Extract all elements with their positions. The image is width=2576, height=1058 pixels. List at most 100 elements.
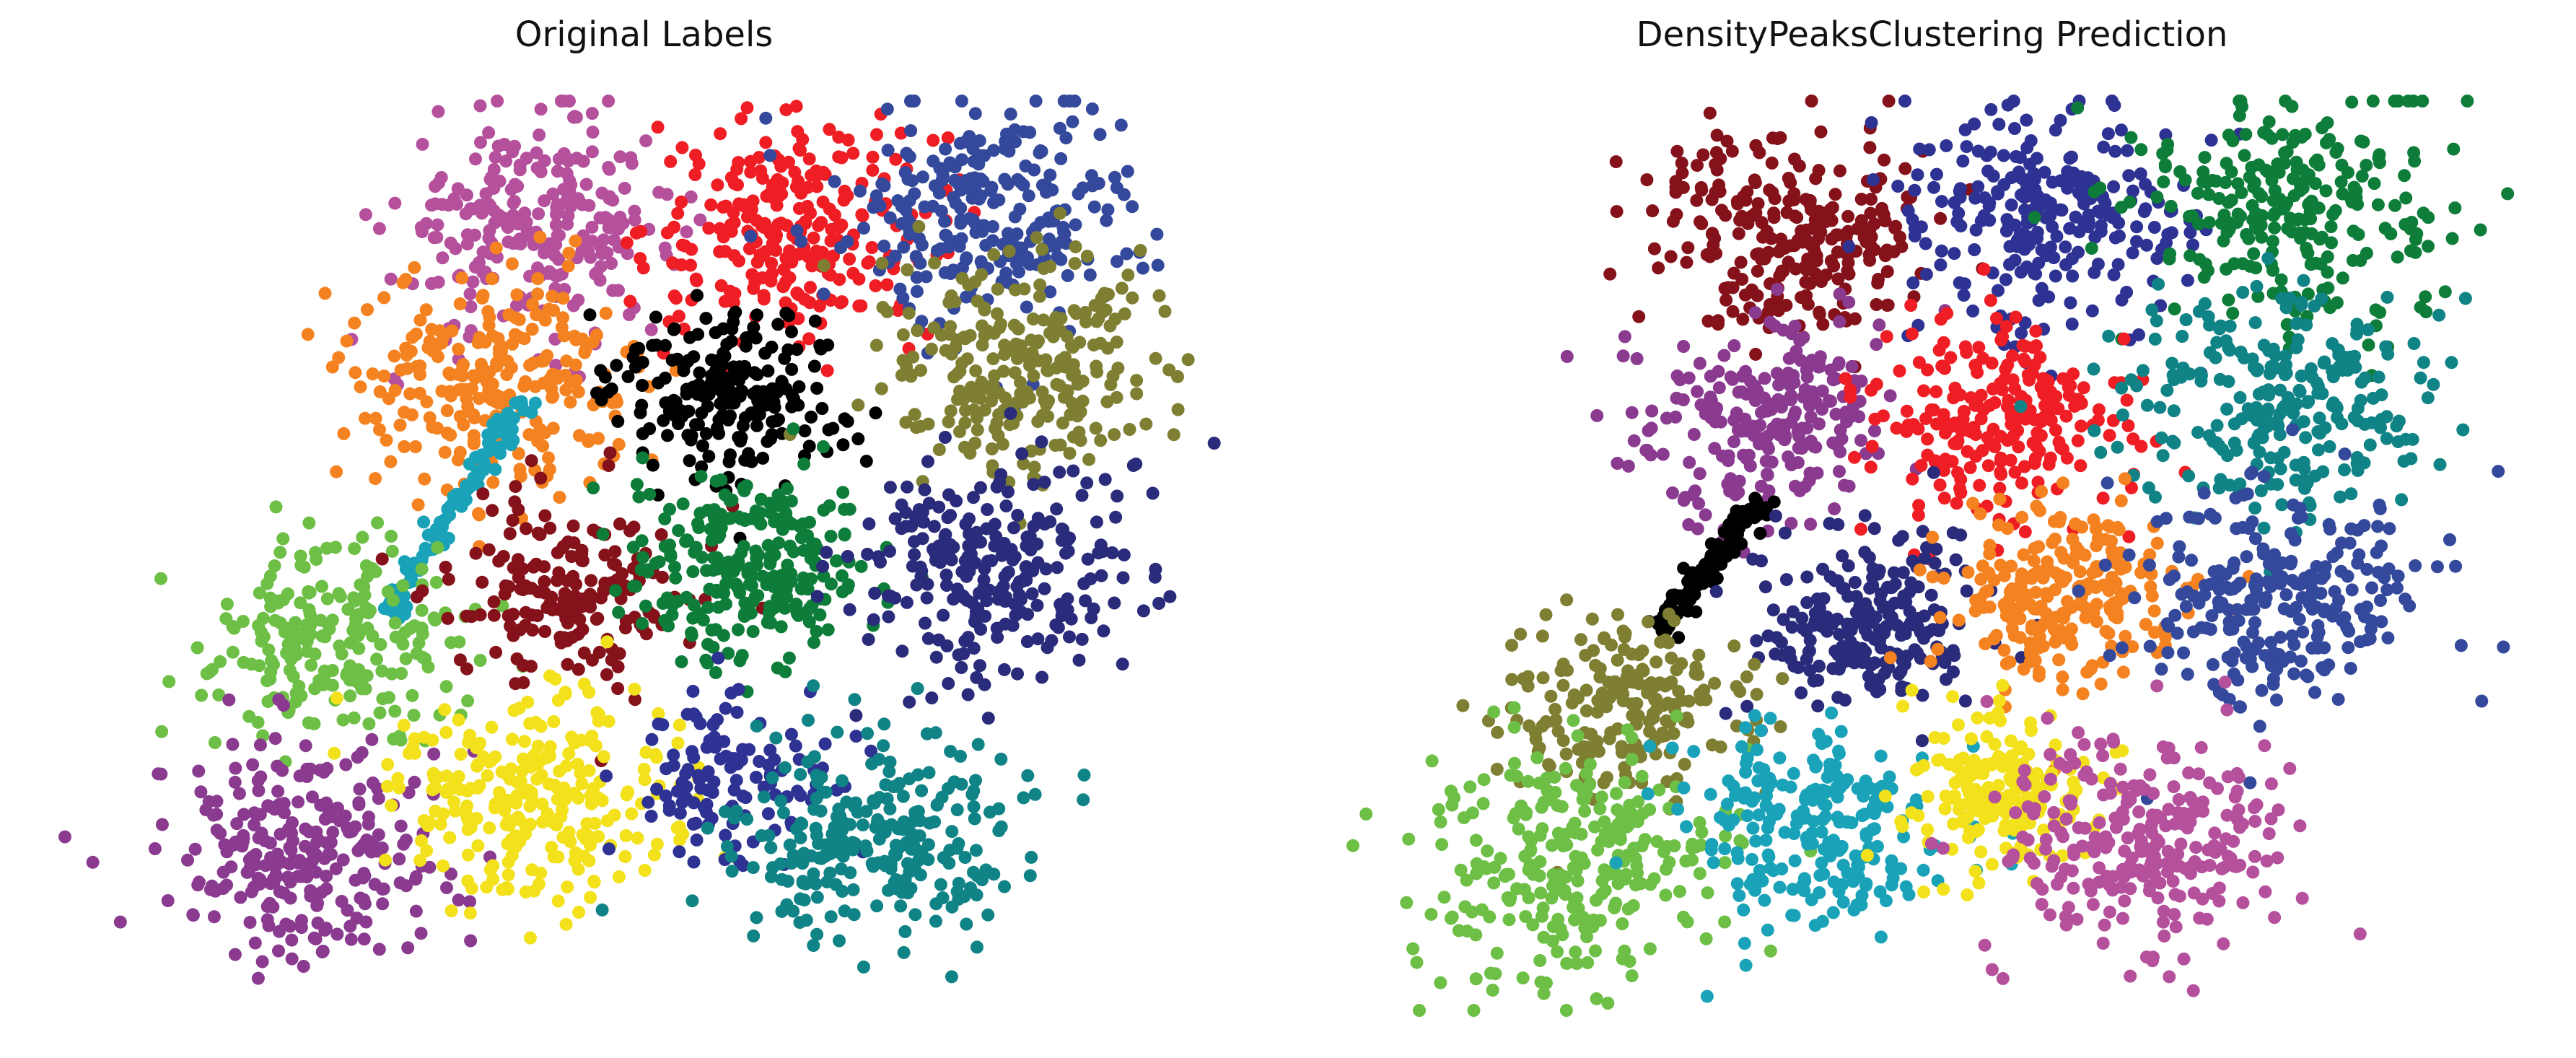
scatter-point xyxy=(316,945,330,958)
scatter-point xyxy=(1906,327,1919,341)
scatter-point xyxy=(2140,398,2154,412)
scatter-point xyxy=(336,853,350,867)
scatter-point xyxy=(2029,324,2043,338)
scatter-point xyxy=(598,548,612,562)
scatter-point xyxy=(561,616,574,630)
scatter-point xyxy=(489,797,502,811)
scatter-point xyxy=(2087,266,2101,279)
scatter-point xyxy=(371,516,385,530)
scatter-point xyxy=(376,897,390,911)
scatter-point xyxy=(812,851,826,865)
scatter-point xyxy=(889,839,903,852)
scatter-point xyxy=(2072,245,2085,259)
scatter-point xyxy=(556,831,570,844)
scatter-point xyxy=(236,615,250,628)
scatter-point xyxy=(571,385,585,398)
scatter-point xyxy=(1055,523,1069,535)
scatter-point xyxy=(750,720,763,733)
scatter-point xyxy=(421,341,435,354)
scatter-point xyxy=(967,800,981,813)
scatter-point xyxy=(530,146,543,159)
scatter-point xyxy=(532,207,546,221)
scatter-point xyxy=(971,423,984,437)
left-chart-title: Original Labels xyxy=(514,14,774,55)
scatter-point xyxy=(767,395,781,409)
scatter-point xyxy=(299,739,312,753)
scatter-point xyxy=(807,679,820,693)
scatter-point xyxy=(2350,323,2364,337)
scatter-point xyxy=(972,385,986,399)
scatter-point xyxy=(844,866,857,880)
scatter-point xyxy=(954,749,967,763)
scatter-point xyxy=(508,139,522,153)
scatter-point xyxy=(359,601,372,615)
scatter-point xyxy=(789,739,802,753)
scatter-point xyxy=(2354,254,2367,268)
scatter-point xyxy=(2243,170,2256,184)
scatter-point xyxy=(257,630,271,644)
scatter-point xyxy=(770,414,784,428)
scatter-point xyxy=(660,226,674,240)
scatter-point xyxy=(701,765,715,779)
scatter-point xyxy=(248,936,262,950)
scatter-point xyxy=(2097,140,2111,154)
scatter-point xyxy=(1984,145,1997,159)
scatter-point xyxy=(841,550,854,563)
scatter-point xyxy=(967,784,981,797)
scatter-point xyxy=(787,545,800,559)
scatter-point xyxy=(58,830,71,844)
scatter-point xyxy=(1935,244,1948,258)
cluster-5 xyxy=(1839,263,2192,566)
scatter-point xyxy=(2054,113,2067,127)
scatter-point xyxy=(535,768,548,782)
scatter-point xyxy=(817,287,831,301)
scatter-point xyxy=(803,601,817,615)
scatter-point xyxy=(736,859,750,873)
scatter-point xyxy=(315,886,328,899)
scatter-point xyxy=(1878,249,1892,263)
scatter-point xyxy=(1020,635,1034,648)
scatter-point xyxy=(1167,428,1180,442)
scatter-point xyxy=(444,867,457,880)
scatter-point xyxy=(468,411,481,425)
scatter-point xyxy=(272,693,286,707)
scatter-point xyxy=(1937,463,1950,477)
scatter-point xyxy=(975,375,989,389)
scatter-point xyxy=(381,758,395,771)
scatter-point xyxy=(568,854,582,867)
scatter-point xyxy=(1021,769,1035,782)
scatter-point xyxy=(636,379,649,392)
scatter-point xyxy=(1007,521,1020,535)
scatter-point xyxy=(1011,509,1025,522)
scatter-point xyxy=(901,480,914,494)
scatter-point xyxy=(281,587,294,600)
scatter-point xyxy=(382,392,395,406)
scatter-point xyxy=(812,167,826,181)
scatter-point xyxy=(431,421,444,435)
scatter-point xyxy=(2361,323,2375,336)
scatter-point xyxy=(372,828,385,841)
scatter-point xyxy=(2210,419,2224,432)
scatter-point xyxy=(370,652,383,666)
scatter-point xyxy=(1090,515,1103,529)
scatter-point xyxy=(1043,515,1057,528)
scatter-point xyxy=(1842,240,1856,253)
scatter-point xyxy=(271,596,285,610)
scatter-point xyxy=(1696,148,1710,162)
scatter-point xyxy=(1868,412,1882,426)
scatter-point xyxy=(410,590,424,604)
scatter-point xyxy=(739,339,753,353)
scatter-point xyxy=(2034,415,2048,429)
scatter-point xyxy=(546,187,560,201)
scatter-point xyxy=(1069,240,1082,253)
scatter-point xyxy=(2168,302,2181,316)
scatter-point xyxy=(1057,95,1071,108)
scatter-point xyxy=(1690,193,1704,207)
scatter-point xyxy=(898,873,912,887)
scatter-point xyxy=(910,271,924,284)
scatter-point xyxy=(797,847,810,860)
scatter-point xyxy=(680,707,694,721)
scatter-point xyxy=(2046,220,2059,234)
scatter-point xyxy=(639,599,652,613)
scatter-point xyxy=(666,598,680,612)
